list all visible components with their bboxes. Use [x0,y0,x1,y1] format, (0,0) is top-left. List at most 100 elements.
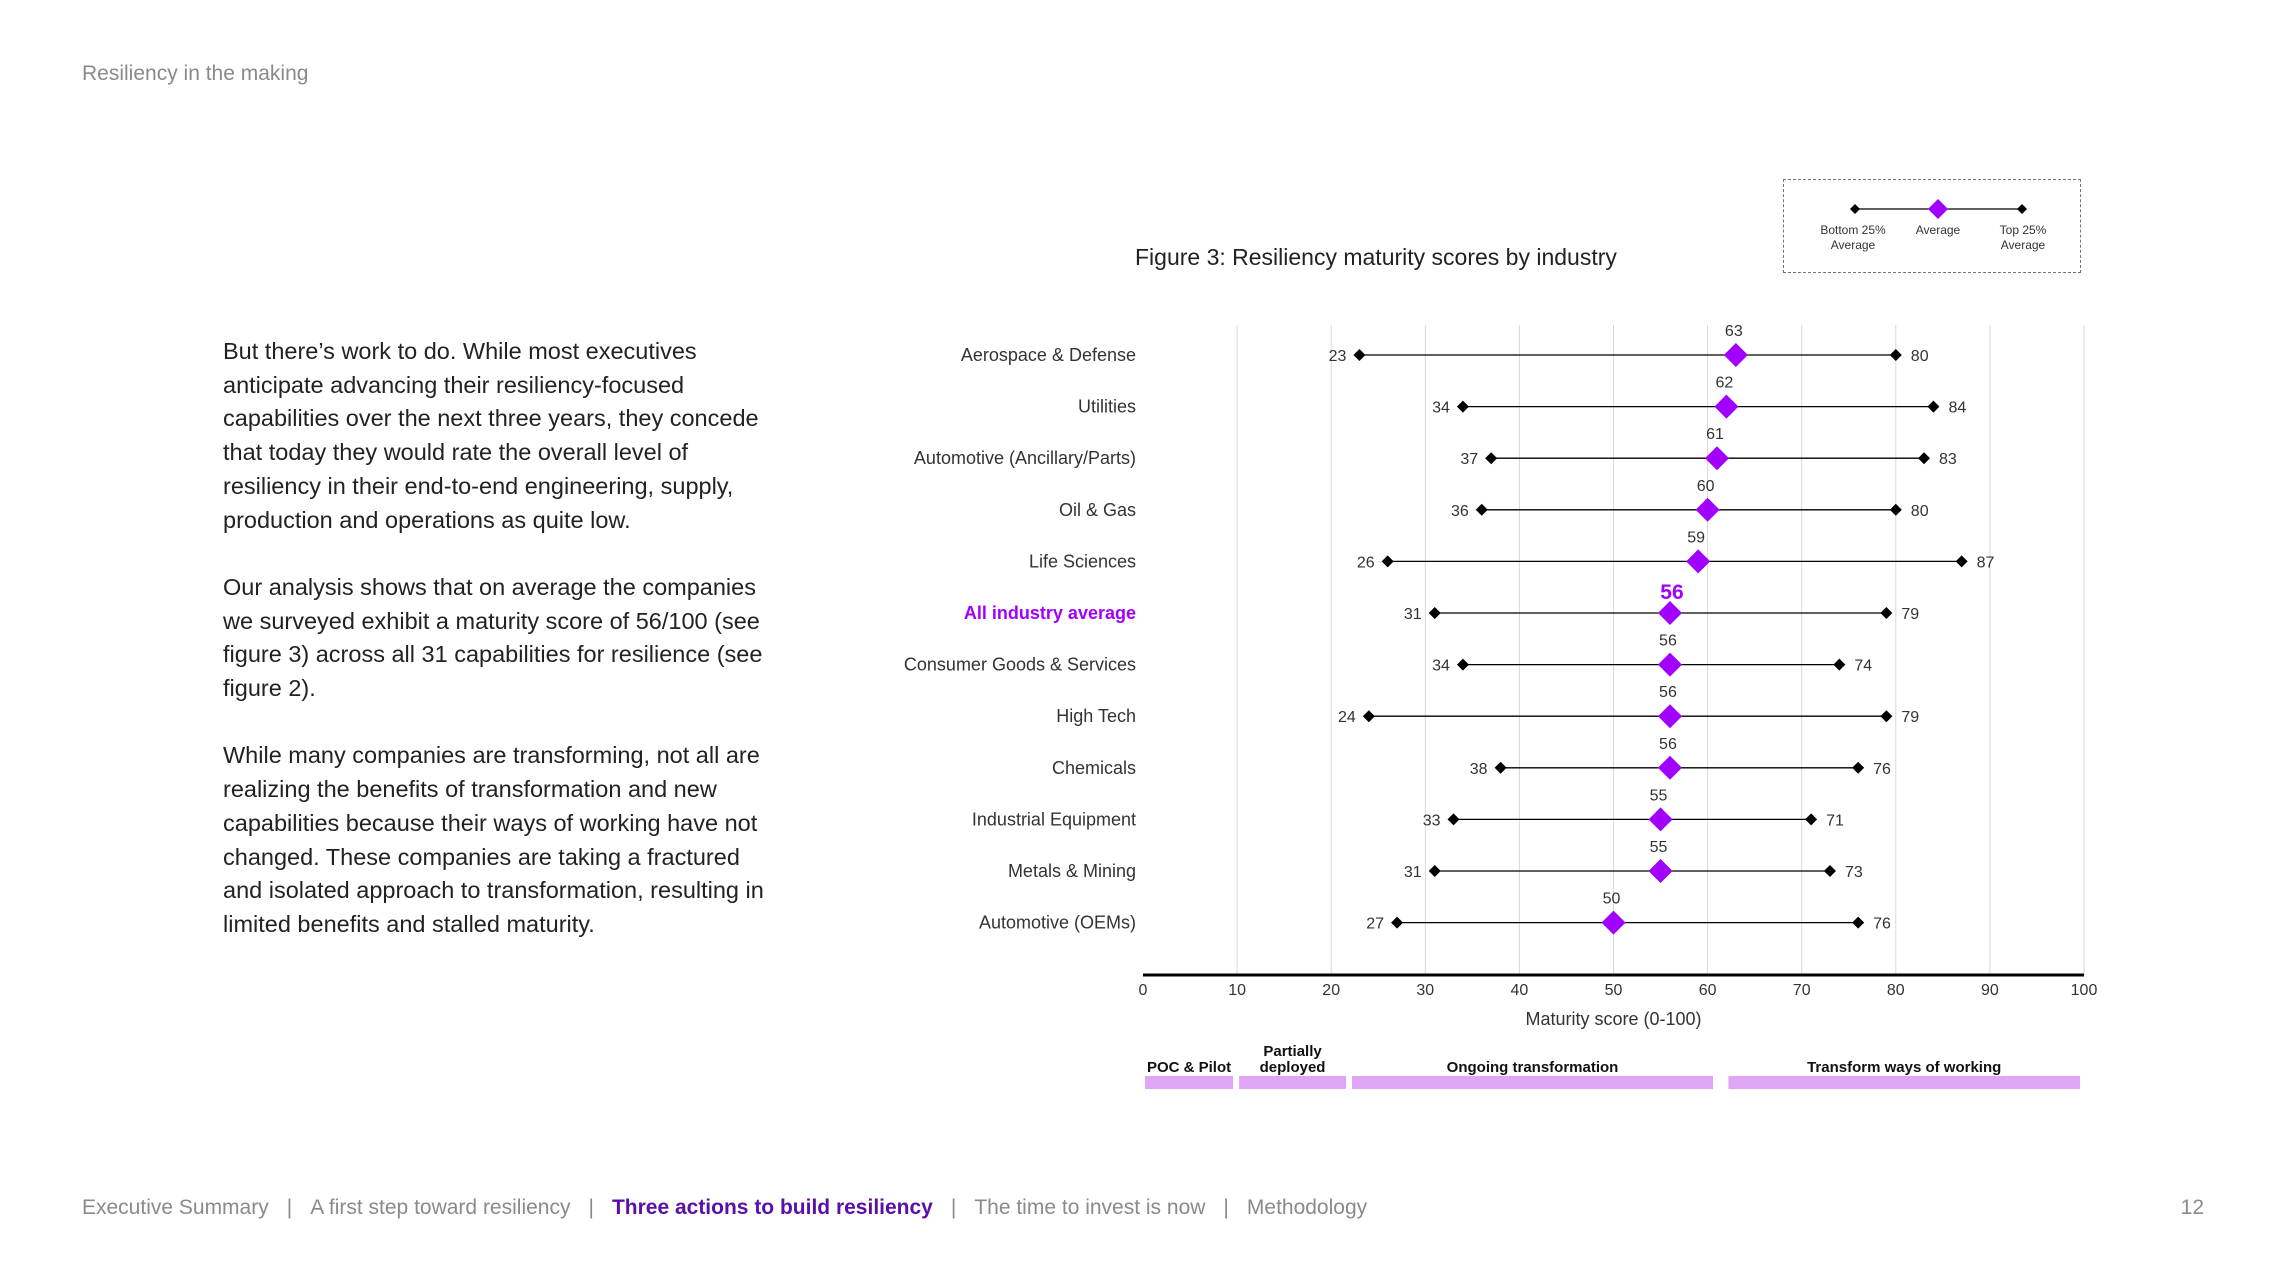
average-value-label: 56 [1659,684,1677,701]
average-value-label: 60 [1697,478,1715,495]
bottom-marker [1391,916,1404,929]
x-tick-label: 100 [2071,982,2098,999]
stage-bar [1145,1076,1234,1089]
row-label: Oil & Gas [1059,500,1136,520]
body-text: But there’s work to do. While most execu… [223,335,783,975]
footer-separator: | [588,1196,594,1219]
top-marker [1880,607,1893,619]
footer-link-first-step[interactable]: A first step toward resiliency [310,1196,571,1219]
average-marker [1695,497,1720,522]
bottom-value-label: 34 [1432,400,1450,417]
footer-nav: Executive Summary | A first step toward re… [82,1196,1367,1220]
average-marker [1686,549,1711,574]
top-marker [1955,555,1968,568]
average-marker [1705,446,1730,471]
average-value-label: 56 [1659,633,1677,650]
footer-link-time-to-invest[interactable]: The time to invest is now [974,1196,1206,1219]
footer-link-three-actions[interactable]: Three actions to build resiliency [611,1196,933,1219]
average-marker [1657,601,1682,625]
row-label: Consumer Goods & Services [904,655,1136,675]
body-paragraph-3: While many companies are transforming, n… [223,742,764,937]
average-marker [1723,343,1748,367]
stage-bar [1352,1076,1714,1089]
legend-bottom-label: Bottom 25% [1820,223,1886,237]
top-value-label: 83 [1939,451,1957,468]
x-tick-label: 40 [1511,982,1529,999]
average-value-label: 56 [1660,581,1683,604]
x-tick-label: 30 [1416,982,1434,999]
bottom-marker [1428,865,1441,877]
top-marker [1805,813,1818,826]
bottom-marker [1485,452,1498,465]
legend-box [1783,179,2081,273]
average-marker [1714,394,1739,419]
average-value-label: 59 [1687,529,1705,546]
row-label: Chemicals [1052,758,1136,778]
stage-label: deployed [1260,1059,1326,1076]
top-value-label: 73 [1845,864,1863,881]
top-marker [1918,452,1931,465]
average-marker [1657,652,1682,677]
x-tick-label: 80 [1887,982,1905,999]
top-value-label: 79 [1901,606,1919,623]
top-value-label: 84 [1948,400,1966,417]
row-label: Industrial Equipment [972,809,1136,829]
bottom-value-label: 38 [1470,761,1488,778]
bottom-marker [1447,813,1460,826]
stage-label: POC & Pilot [1147,1059,1231,1076]
footer-separator: | [1223,1196,1229,1219]
x-tick-label: 70 [1793,982,1811,999]
x-tick-label: 60 [1699,982,1717,999]
average-value-label: 50 [1603,891,1621,908]
x-axis-label: Maturity score (0-100) [1525,1009,1701,1029]
top-marker [1852,916,1865,929]
body-paragraph-1: But there’s work to do. While most execu… [223,338,759,533]
bottom-value-label: 26 [1357,554,1375,571]
top-marker [1889,503,1902,516]
bottom-value-label: 27 [1366,916,1384,933]
bottom-marker [1381,555,1394,568]
bottom-marker [1494,761,1507,774]
bottom-value-label: 37 [1460,451,1478,468]
average-value-label: 55 [1650,839,1668,856]
x-tick-label: 10 [1228,982,1246,999]
top-value-label: 74 [1854,658,1872,675]
row-label: Utilities [1078,397,1136,417]
row-label: Aerospace & Defense [961,345,1136,365]
row-label: Automotive (OEMs) [979,913,1136,933]
header-title: Resiliency in the making [82,62,309,85]
average-marker [1601,910,1626,935]
bottom-marker [1456,400,1469,413]
row-label: Life Sciences [1029,551,1136,571]
row-label: Automotive (Ancillary/Parts) [914,448,1136,468]
average-marker [1648,807,1673,832]
bottom-value-label: 36 [1451,503,1469,520]
bottom-marker [1475,503,1488,516]
top-marker [1927,400,1940,413]
body-paragraph-2: Our analysis shows that on average the c… [223,573,763,702]
x-tick-label: 0 [1139,982,1148,999]
legend-bottom-marker [1850,204,1860,214]
x-tick-label: 90 [1981,982,1999,999]
top-value-label: 80 [1911,348,1929,365]
bottom-value-label: 31 [1404,864,1422,881]
top-marker [1823,865,1836,877]
bottom-marker [1353,349,1366,361]
average-value-label: 55 [1650,787,1668,804]
footer-link-methodology[interactable]: Methodology [1246,1196,1368,1219]
footer-separator: | [286,1196,293,1219]
average-value-label: 61 [1706,426,1724,443]
average-value-label: 56 [1659,736,1677,753]
average-value-label: 62 [1716,375,1734,392]
stage-label: Transform ways of working [1807,1059,2001,1076]
top-value-label: 76 [1873,916,1891,933]
top-marker [1880,710,1893,723]
stage-bar [1239,1076,1347,1089]
footer-link-executive-summary[interactable]: Executive Summary [82,1196,269,1219]
legend-top-label: Top 25% [2000,223,2047,237]
legend-top-marker [2017,204,2027,214]
average-marker [1657,704,1682,729]
bottom-value-label: 34 [1432,658,1450,675]
bottom-marker [1428,607,1441,619]
